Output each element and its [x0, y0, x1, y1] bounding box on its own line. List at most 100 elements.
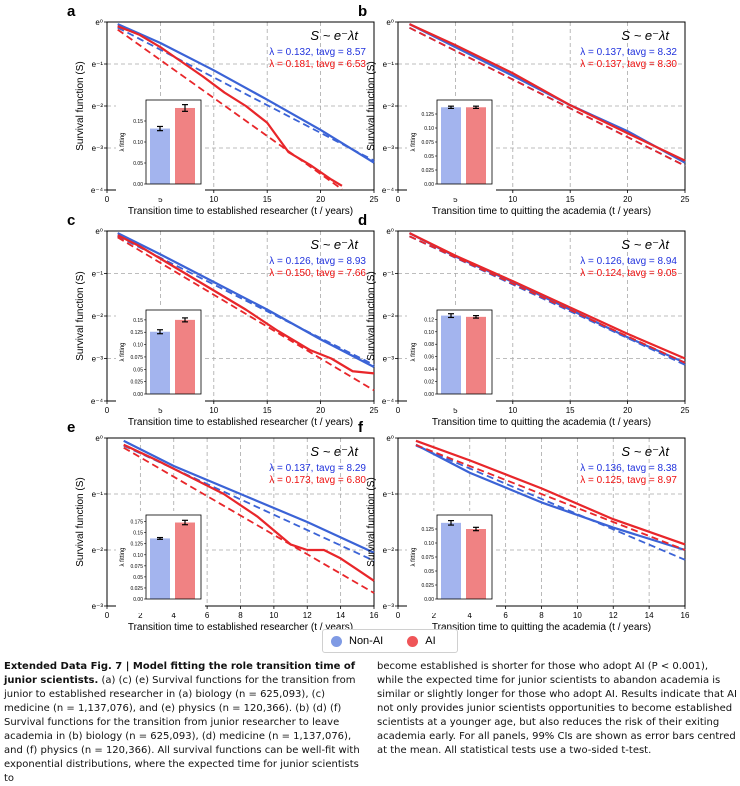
- y-tick-label: e⁻²: [92, 312, 104, 321]
- x-axis-label: Transition time to established researche…: [128, 206, 353, 217]
- fit-line-ai: [409, 235, 686, 364]
- x-tick-label: 0: [396, 406, 401, 415]
- x-tick-label: 8: [238, 611, 243, 620]
- x-tick-label: 4: [468, 611, 473, 620]
- caption-right: become established is shorter for those …: [377, 661, 737, 756]
- y-axis-label: Survival function (S): [366, 271, 377, 360]
- y-tick-label: e⁰: [95, 434, 103, 443]
- formula-text: S ~ e⁻λt: [310, 28, 359, 43]
- inset-y-tick-label: 0.15: [133, 531, 143, 537]
- inset-y-tick-label: 0.075: [130, 564, 143, 570]
- legend-swatch-ai: [407, 635, 419, 647]
- inset-y-axis-label: λ fitting: [120, 547, 126, 566]
- inset-y-tick-label: 0.05: [133, 161, 143, 167]
- inset-y-tick-label: 0.00: [424, 597, 434, 603]
- inset-bar-nonai: [150, 538, 170, 599]
- inset-y-tick-label: 0.10: [133, 553, 143, 559]
- x-tick-label: 16: [370, 611, 379, 620]
- fit-line-ai: [123, 446, 375, 594]
- x-tick-label: 15: [566, 406, 575, 415]
- panel-e: e 0 2 4 6 8 10 12 14 16 e⁰ e⁻¹ e⁻² e⁻³ Transition time…: [67, 419, 379, 633]
- formula-text: S ~ e⁻λt: [621, 237, 670, 252]
- inset-y-tick-label: 0.05: [424, 569, 434, 575]
- inset-y-tick-label: 0.10: [424, 330, 434, 336]
- series-line-ai: [117, 234, 375, 375]
- inset-bar-nonai: [150, 331, 170, 394]
- fit-text-ai: λ = 0.124, tavg = 9.05: [580, 268, 677, 279]
- legend-item-nonai: Non-AI: [331, 635, 399, 647]
- inset-y-tick-label: 0.025: [130, 380, 143, 386]
- x-tick-label: 10: [508, 195, 517, 204]
- series-line-nonai: [415, 443, 686, 552]
- x-tick-label: 12: [609, 611, 618, 620]
- inset-y-axis-label: λ fitting: [411, 342, 417, 361]
- x-tick-label: 10: [209, 195, 218, 204]
- x-axis-label: Transition time to established researche…: [128, 417, 353, 428]
- x-tick-label: 10: [269, 611, 278, 620]
- legend-item-ai: AI: [407, 635, 451, 647]
- inset-y-tick-label: 0.15: [133, 119, 143, 125]
- inset-y-tick-label: 0.025: [421, 583, 434, 589]
- series-line-ai: [408, 232, 686, 360]
- x-tick-label: 10: [573, 611, 582, 620]
- inset-y-tick-label: 0.00: [133, 392, 143, 398]
- y-tick-label: e⁰: [95, 18, 103, 27]
- caption-title: Extended Data Fig. 7 | Model fitting the…: [4, 661, 356, 686]
- x-tick-label: 20: [623, 406, 632, 415]
- y-tick-label: e⁻⁴: [91, 397, 104, 406]
- inset-y-tick-label: 0.075: [130, 355, 143, 361]
- fit-line-ai: [117, 28, 343, 190]
- legend-label-nonai: Non-AI: [349, 635, 384, 647]
- x-tick-label: 6: [503, 611, 508, 620]
- x-tick-label: 14: [645, 611, 654, 620]
- fit-text-ai: λ = 0.137, tavg = 8.30: [580, 59, 677, 70]
- y-tick-label: e⁻¹: [92, 60, 104, 69]
- inset-y-tick-label: 0.125: [421, 112, 434, 118]
- caption-left: Extended Data Fig. 7 | Model fitting the…: [4, 660, 364, 786]
- inset-y-tick-label: 0.05: [133, 367, 143, 373]
- inset-bar-ai: [466, 316, 486, 394]
- inset-y-axis-label: λ fitting: [411, 132, 417, 151]
- x-tick-label: 20: [316, 406, 325, 415]
- x-axis-label: Transition time to quitting the academia…: [432, 622, 651, 633]
- fit-line-ai: [117, 236, 375, 392]
- panel-letter: e: [67, 419, 75, 436]
- x-tick-label: 10: [508, 406, 517, 415]
- x-tick-label: 5: [158, 195, 163, 204]
- y-tick-label: e⁻²: [383, 102, 395, 111]
- y-tick-label: e⁰: [95, 227, 103, 236]
- inset-y-axis-label: λ fitting: [411, 547, 417, 566]
- y-axis-label: Survival function (S): [75, 61, 86, 150]
- legend-label-ai: AI: [425, 635, 436, 647]
- inset-bar-nonai: [441, 522, 461, 599]
- inset-y-tick-label: 0.025: [130, 586, 143, 592]
- series-line-ai: [117, 25, 343, 187]
- inset-y-tick-label: 0.125: [130, 542, 143, 548]
- x-tick-label: 12: [303, 611, 312, 620]
- fit-text-nonai: λ = 0.126, tavg = 8.93: [269, 256, 366, 267]
- panel-c: c 0 5 10 15 20 25 e⁰ e⁻¹ e⁻² e⁻³ e⁻⁴ Transition time…: [67, 212, 379, 428]
- y-tick-label: e⁰: [386, 18, 394, 27]
- x-tick-label: 2: [138, 611, 143, 620]
- x-tick-label: 20: [623, 195, 632, 204]
- panel-letter: d: [358, 212, 367, 229]
- series-line-nonai: [123, 439, 375, 554]
- y-tick-label: e⁻³: [383, 355, 395, 364]
- x-axis-label: Transition time to quitting the academia…: [432, 417, 651, 428]
- x-tick-label: 5: [453, 406, 458, 415]
- y-axis-label: Survival function (S): [75, 477, 86, 566]
- caption-left-body: (a) (c) (e) Survival functions for the t…: [4, 675, 360, 784]
- panel-d: d 0 5 10 15 20 25 e⁰ e⁻¹ e⁻² e⁻³ e⁻⁴ Transition time…: [358, 212, 690, 428]
- y-tick-label: e⁻¹: [383, 270, 395, 279]
- x-tick-label: 25: [681, 195, 690, 204]
- inset-y-tick-label: 0.075: [421, 140, 434, 146]
- inset-y-tick-label: 0.10: [424, 541, 434, 547]
- inset-frame: [145, 309, 202, 395]
- inset-y-tick-label: 0.12: [424, 317, 434, 323]
- x-tick-label: 4: [172, 611, 177, 620]
- panel-b: b 0 5 10 15 20 25 e⁰ e⁻¹ e⁻² e⁻³ e⁻⁴ Transition time…: [358, 3, 690, 217]
- x-tick-label: 25: [370, 195, 379, 204]
- inset-y-tick-label: 0.125: [421, 527, 434, 533]
- x-tick-label: 0: [105, 406, 110, 415]
- formula-text: S ~ e⁻λt: [621, 28, 670, 43]
